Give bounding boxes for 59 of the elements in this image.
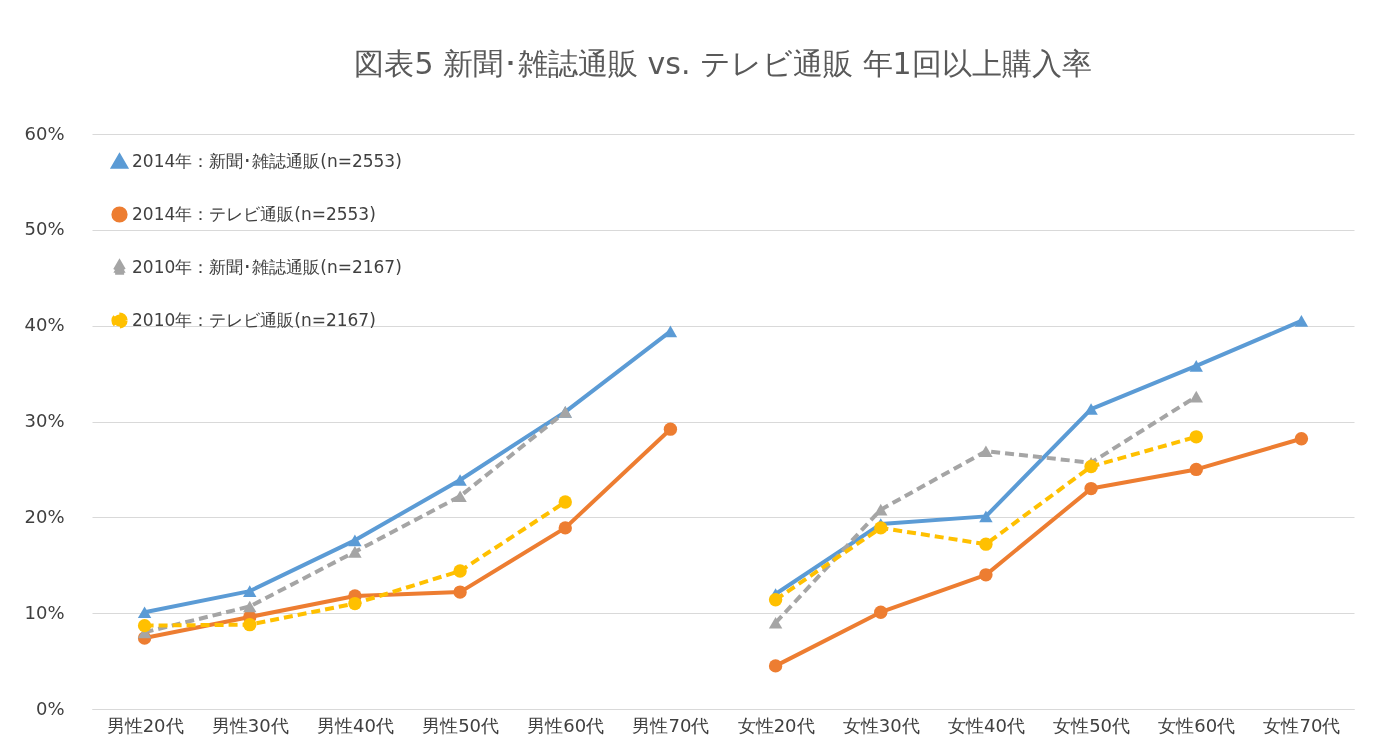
x-tick-label: 女性40代 (947, 714, 1025, 736)
point (663, 325, 678, 338)
point (453, 490, 467, 503)
point (558, 521, 572, 535)
point (1084, 481, 1098, 496)
legend-label: 2010年：テレビ通販(n=2167) (132, 309, 376, 330)
x-tick-label: 女性30代 (842, 714, 920, 736)
point (558, 495, 572, 509)
x-tick-label: 女性50代 (1053, 714, 1131, 736)
y-tick-label: 10% (24, 601, 65, 623)
x-tick-label: 男性30代 (211, 714, 289, 736)
point (243, 600, 257, 613)
y-tick-label: 60% (24, 122, 65, 144)
y-tick-label: 40% (24, 314, 65, 336)
point (1189, 430, 1203, 444)
point (874, 605, 888, 619)
point (874, 521, 888, 535)
y-tick-label: 30% (24, 410, 65, 431)
point (1294, 432, 1309, 446)
x-tick-label: 男性60代 (527, 714, 605, 736)
x-tick-label: 男性70代 (632, 714, 710, 736)
point (1294, 315, 1309, 327)
y-tick-label: 0% (35, 697, 65, 719)
x-tick-label: 女性70代 (1263, 714, 1341, 736)
point (1084, 459, 1098, 474)
point (243, 585, 257, 597)
point (1189, 360, 1203, 372)
point (979, 445, 993, 458)
x-tick-label: 男性40代 (316, 714, 394, 736)
x-tick-label: 女性20代 (737, 714, 815, 736)
point (453, 585, 467, 599)
point (768, 616, 783, 629)
point (453, 564, 467, 578)
legend-label: 2014年：新聞･雑誌通販(n=2553) (132, 150, 402, 171)
point (979, 568, 993, 582)
point (663, 422, 678, 436)
y-tick-label: 50% (24, 218, 65, 240)
x-tick-label: 男性50代 (422, 714, 500, 736)
point (874, 503, 888, 516)
point (979, 510, 993, 523)
point (348, 546, 362, 558)
legend-label: 2010年：新聞･雑誌通販(n=2167) (132, 256, 402, 277)
point (1189, 462, 1203, 477)
y-tick-label: 20% (24, 505, 65, 527)
point (979, 537, 993, 551)
legend-label: 2014年：テレビ通販(n=2553) (132, 203, 376, 224)
point (137, 618, 152, 633)
point (768, 593, 783, 607)
point (348, 596, 362, 611)
x-tick-label: 女性60代 (1158, 714, 1236, 736)
point (1084, 403, 1098, 415)
point (348, 534, 362, 547)
point (453, 474, 467, 486)
point (1189, 390, 1203, 403)
x-tick-label: 男性20代 (106, 714, 184, 736)
chart-title: 図表5 新聞･雑誌通販 vs. テレビ通販 年1回以上購入率 (354, 46, 1092, 81)
point (768, 659, 783, 673)
point (137, 606, 152, 619)
point (243, 617, 257, 632)
